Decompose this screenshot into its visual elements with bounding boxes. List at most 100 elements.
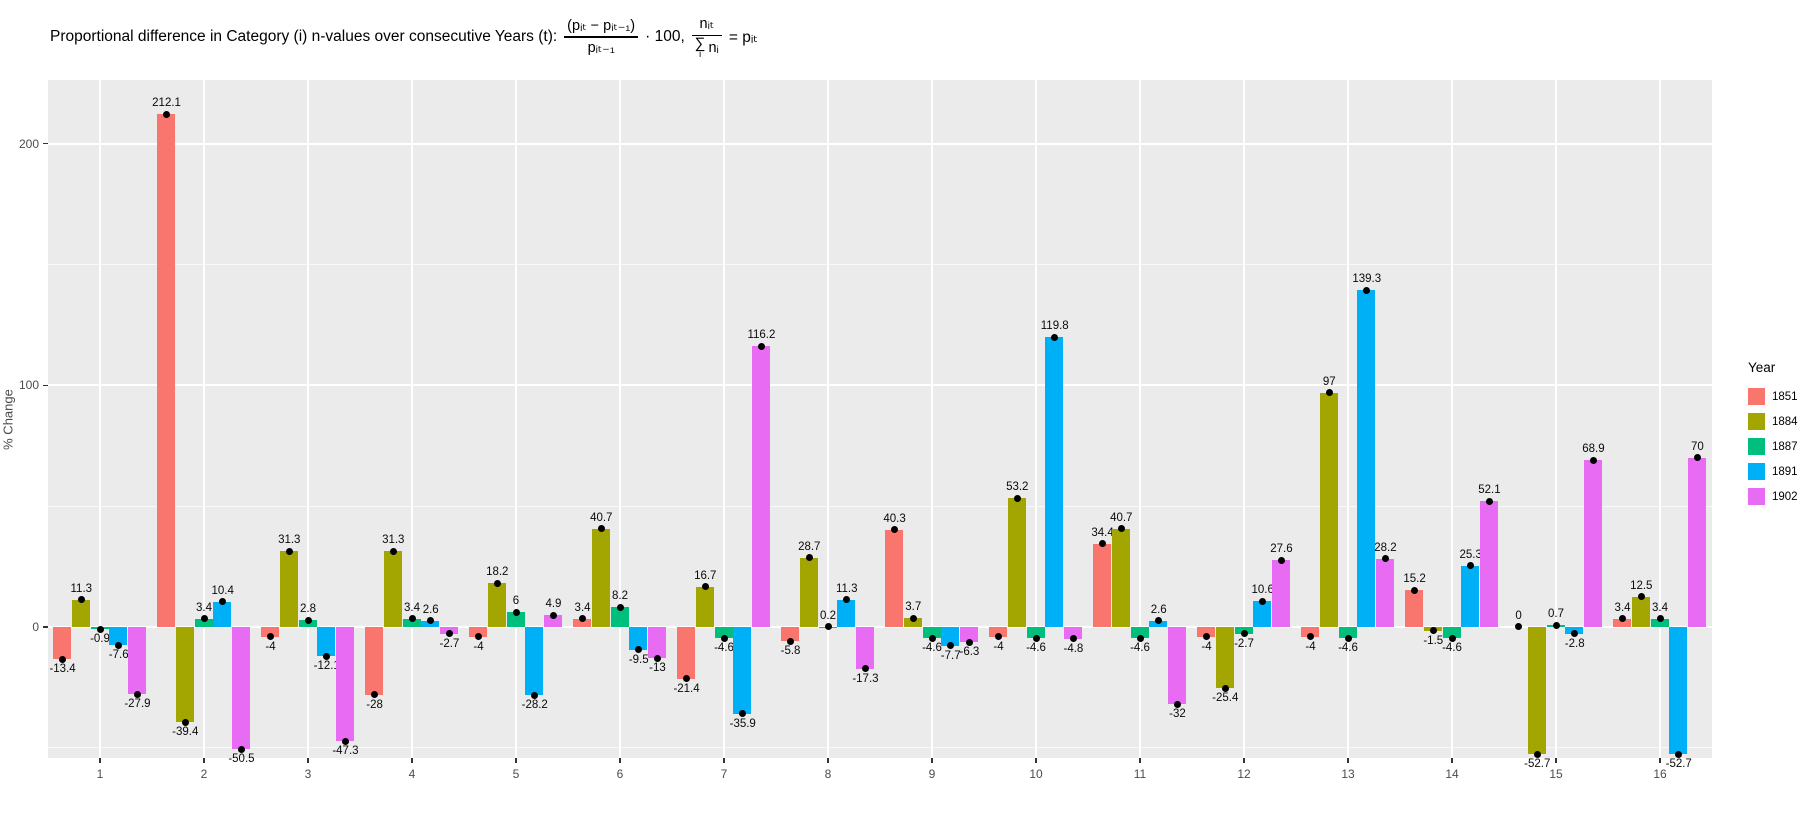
bar-value-label: -28.2 — [521, 699, 548, 712]
bar-value-label: 15.2 — [1403, 573, 1426, 586]
major-gridline — [48, 625, 1712, 628]
title-text: Proportional difference in Category (i) … — [50, 28, 558, 45]
bar-value-label: 3.4 — [1614, 601, 1631, 614]
bar-value-label: -35.9 — [729, 717, 756, 730]
bar-1884-cat16 — [1631, 596, 1651, 627]
bar-1851-cat7 — [677, 626, 696, 679]
x-tick-mark — [1035, 758, 1037, 763]
point-marker — [824, 623, 832, 630]
point-marker — [928, 634, 936, 642]
fraction-bar — [691, 34, 722, 36]
point-marker — [1571, 630, 1579, 638]
bar-value-label: 18.2 — [486, 566, 509, 578]
bar-value-label: 0.7 — [1548, 608, 1564, 621]
bar-1887-cat7 — [714, 626, 733, 639]
bar-value-label: -4.6 — [922, 642, 942, 655]
y-tick-label: 0 — [32, 619, 39, 634]
bar-1851-cat2 — [157, 114, 176, 627]
point-marker — [1515, 623, 1523, 631]
bar-1902-cat6 — [648, 626, 667, 659]
x-tick-mark — [203, 758, 205, 763]
bar-value-label: -25.4 — [1212, 692, 1239, 705]
bar-1887-cat11 — [1130, 626, 1149, 639]
major-gridline-vertical — [99, 80, 101, 758]
bar-1902-cat8 — [856, 626, 875, 669]
bar-value-label: -52.7 — [1665, 758, 1692, 771]
formula-mid: · 100, — [645, 28, 685, 45]
point-marker — [1552, 621, 1560, 629]
bar-1884-cat7 — [695, 586, 715, 627]
bar-1902-cat16 — [1688, 457, 1707, 627]
legend-swatch-1887 — [1748, 438, 1765, 455]
bar-1891-cat12 — [1253, 601, 1272, 627]
point-marker — [1277, 556, 1285, 564]
point-marker — [965, 638, 973, 646]
bar-value-label: 28.2 — [1374, 541, 1397, 554]
bar-1891-cat9 — [941, 626, 960, 646]
legend-swatch-1851 — [1748, 388, 1765, 405]
point-marker — [1013, 494, 1021, 502]
point-marker — [408, 615, 416, 623]
x-tick-mark — [619, 758, 621, 763]
bar-1884-cat11 — [1111, 528, 1131, 627]
point-marker — [701, 583, 709, 591]
point-marker — [1259, 597, 1267, 605]
major-gridline-vertical — [723, 80, 725, 758]
bar-1887-cat10 — [1026, 626, 1045, 639]
bar-1902-cat5 — [544, 615, 563, 627]
bar-value-label: -2.7 — [439, 637, 460, 650]
plot-panel: -13.4 212.1 -4 -28 -4 3.4 -21.4 -5.8 40.3 -4 34.4 -… — [48, 80, 1712, 770]
point-marker — [616, 603, 624, 611]
point-marker — [995, 633, 1003, 641]
bar-value-label: -4 — [1305, 640, 1316, 653]
formula-frac2-numerator: nᵢₜ — [699, 16, 715, 33]
bar-1851-cat5 — [469, 626, 488, 637]
bar-1902-cat7 — [752, 346, 771, 627]
point-marker — [371, 691, 379, 699]
legend-label-1902: 1902 — [1772, 490, 1798, 503]
point-marker — [531, 691, 539, 699]
bar-value-label: -17.3 — [852, 672, 879, 685]
bar-1851-cat9 — [885, 529, 904, 627]
bar-value-label: -4.8 — [1063, 642, 1084, 655]
x-tick-label: 10 — [1029, 767, 1043, 781]
bar-value-label: 11.3 — [70, 582, 93, 595]
point-marker — [683, 675, 691, 683]
bar-1851-cat1 — [53, 626, 72, 660]
x-tick-label: 16 — [1653, 767, 1667, 781]
bar-value-label: 10.6 — [1251, 584, 1274, 597]
bar-value-label: 3.4 — [1652, 601, 1668, 614]
point-marker — [1155, 617, 1163, 625]
point-marker — [1325, 389, 1333, 397]
chart-title: Proportional difference in Category (i) … — [50, 6, 758, 68]
bar-1891-cat10 — [1045, 337, 1064, 627]
bar-value-label: -27.9 — [124, 698, 151, 711]
bar-1887-cat4 — [402, 618, 421, 627]
bar-value-label: 28.7 — [798, 540, 821, 553]
bar-value-label: -50.5 — [228, 753, 255, 766]
point-marker — [1619, 615, 1627, 623]
legend-title: Year — [1748, 360, 1776, 375]
x-tick-label: 6 — [616, 767, 624, 781]
formula-fraction-1: (pᵢₜ − pᵢₜ₋₁) pᵢₜ₋₁ — [564, 17, 639, 57]
bar-1851-cat16 — [1613, 618, 1632, 627]
x-tick-mark — [307, 758, 309, 763]
bar-value-label: -21.4 — [673, 682, 700, 695]
major-gridline-vertical — [1347, 80, 1349, 758]
point-marker — [181, 718, 189, 726]
y-tick-label: 200 — [18, 136, 39, 151]
major-gridline-vertical — [411, 80, 413, 758]
bar-1902-cat15 — [1584, 460, 1603, 627]
point-marker — [739, 710, 747, 718]
bar-1902-cat13 — [1376, 558, 1395, 627]
bar-1887-cat2 — [194, 618, 213, 627]
bar-1884-cat1 — [71, 599, 91, 627]
y-tick-mark — [43, 626, 48, 628]
point-marker — [1032, 634, 1040, 642]
point-marker — [389, 547, 397, 555]
bar-value-label: 40.3 — [883, 512, 906, 525]
bar-value-label: -1.5 — [1423, 634, 1444, 647]
x-tick-label: 11 — [1133, 767, 1147, 781]
bar-value-label: 0.2 — [820, 609, 836, 622]
